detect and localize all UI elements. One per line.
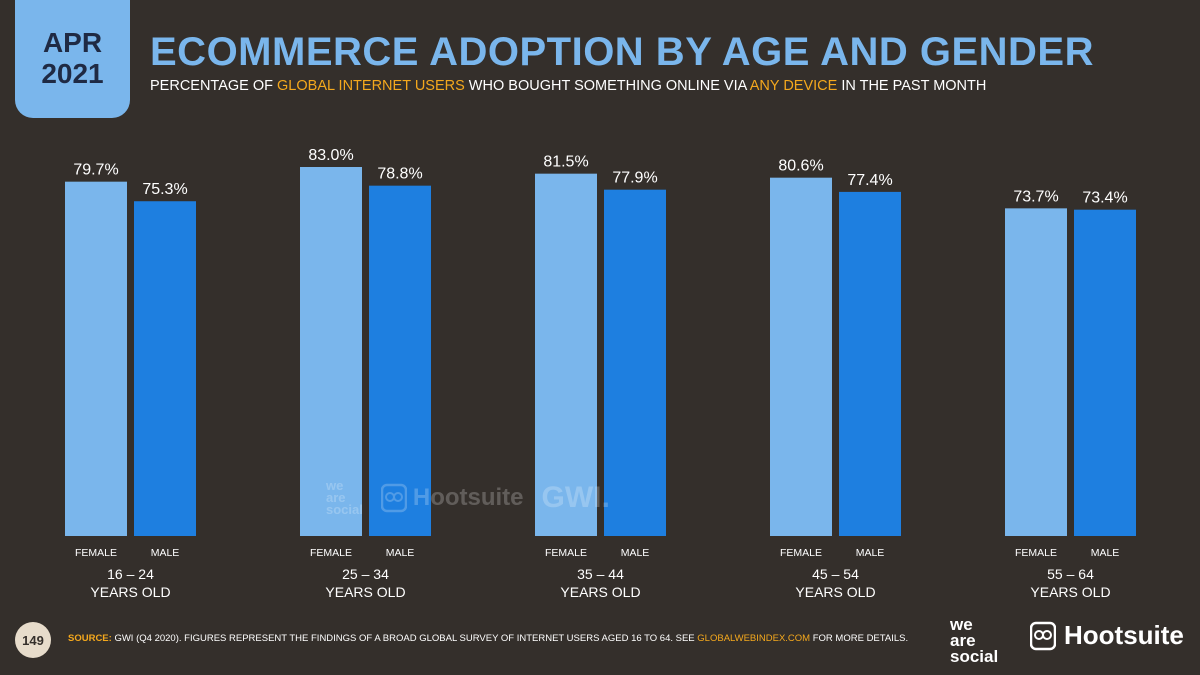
bar-male-2 bbox=[369, 185, 431, 536]
data-label: 73.4% bbox=[1082, 190, 1127, 207]
series-label: FEMALE bbox=[780, 547, 822, 559]
source-note: SOURCE: GWI (Q4 2020). FIGURES REPRESENT… bbox=[68, 633, 909, 644]
subtitle-highlight-device: ANY DEVICE bbox=[749, 78, 838, 94]
series-label: FEMALE bbox=[75, 547, 117, 559]
badge-year: 2021 bbox=[41, 58, 104, 89]
data-label: 77.9% bbox=[612, 170, 657, 187]
bar-female-4 bbox=[770, 177, 832, 537]
data-label: 75.3% bbox=[142, 181, 187, 198]
category-label: 55 – 64 bbox=[1047, 566, 1094, 582]
category-suffix-label: YEARS OLD bbox=[560, 584, 640, 600]
category-suffix-label: YEARS OLD bbox=[325, 584, 405, 600]
category-suffix-label: YEARS OLD bbox=[795, 584, 875, 600]
owl-icon bbox=[380, 483, 407, 513]
watermark-hootsuite: Hootsuite bbox=[380, 483, 524, 513]
bar-male-5 bbox=[1074, 209, 1136, 537]
bar-male-1 bbox=[134, 201, 196, 536]
page-subtitle: PERCENTAGE OF GLOBAL INTERNET USERS WHO … bbox=[150, 78, 987, 94]
series-label: FEMALE bbox=[1015, 547, 1057, 559]
data-label: 80.6% bbox=[778, 158, 823, 175]
series-label: MALE bbox=[856, 547, 885, 559]
bar-female-5 bbox=[1005, 208, 1067, 537]
source-link[interactable]: GLOBALWEBINDEX.COM bbox=[697, 633, 811, 644]
data-label: 73.7% bbox=[1013, 188, 1058, 205]
date-badge: APR 2021 bbox=[15, 0, 130, 118]
category-label: 45 – 54 bbox=[812, 566, 859, 582]
bar-female-3 bbox=[535, 173, 597, 536]
page-title: ECOMMERCE ADOPTION BY AGE AND GENDER bbox=[150, 30, 1094, 74]
category-label: 35 – 44 bbox=[577, 566, 624, 582]
series-label: FEMALE bbox=[545, 547, 587, 559]
badge-month: APR bbox=[42, 27, 103, 58]
bar-chart: 79.7% FEMALE 75.3% MALE 16 – 24 YEARS OLD 83.0… bbox=[65, 147, 1136, 600]
category-suffix-label: YEARS OLD bbox=[90, 584, 170, 600]
series-label: MALE bbox=[151, 547, 180, 559]
owl-icon bbox=[1030, 621, 1056, 650]
hootsuite-logo: Hootsuite bbox=[1030, 620, 1184, 651]
series-label: FEMALE bbox=[310, 547, 352, 559]
data-label: 81.5% bbox=[543, 154, 588, 171]
series-label: MALE bbox=[1091, 547, 1120, 559]
watermark: we are social Hootsuite GWI. bbox=[326, 478, 610, 518]
category-label: 25 – 34 bbox=[342, 566, 389, 582]
page-number: 149 bbox=[15, 622, 51, 658]
category-label: 16 – 24 bbox=[107, 566, 154, 582]
bar-male-4 bbox=[839, 191, 901, 536]
data-label: 77.4% bbox=[847, 172, 892, 189]
subtitle-highlight-users: GLOBAL INTERNET USERS bbox=[277, 78, 465, 94]
series-label: MALE bbox=[386, 547, 415, 559]
bar-female-2 bbox=[300, 167, 362, 536]
series-label: MALE bbox=[621, 547, 650, 559]
watermark-gwi: GWI. bbox=[541, 481, 610, 514]
data-label: 83.0% bbox=[308, 147, 353, 164]
bar-male-3 bbox=[604, 189, 666, 536]
data-label: 78.8% bbox=[377, 166, 422, 183]
category-suffix-label: YEARS OLD bbox=[1030, 584, 1110, 600]
bar-female-1 bbox=[65, 181, 127, 536]
watermark-we-are-social: we are social bbox=[326, 478, 363, 517]
data-label: 79.7% bbox=[73, 162, 118, 179]
we-are-social-logo: we are social bbox=[950, 615, 999, 666]
